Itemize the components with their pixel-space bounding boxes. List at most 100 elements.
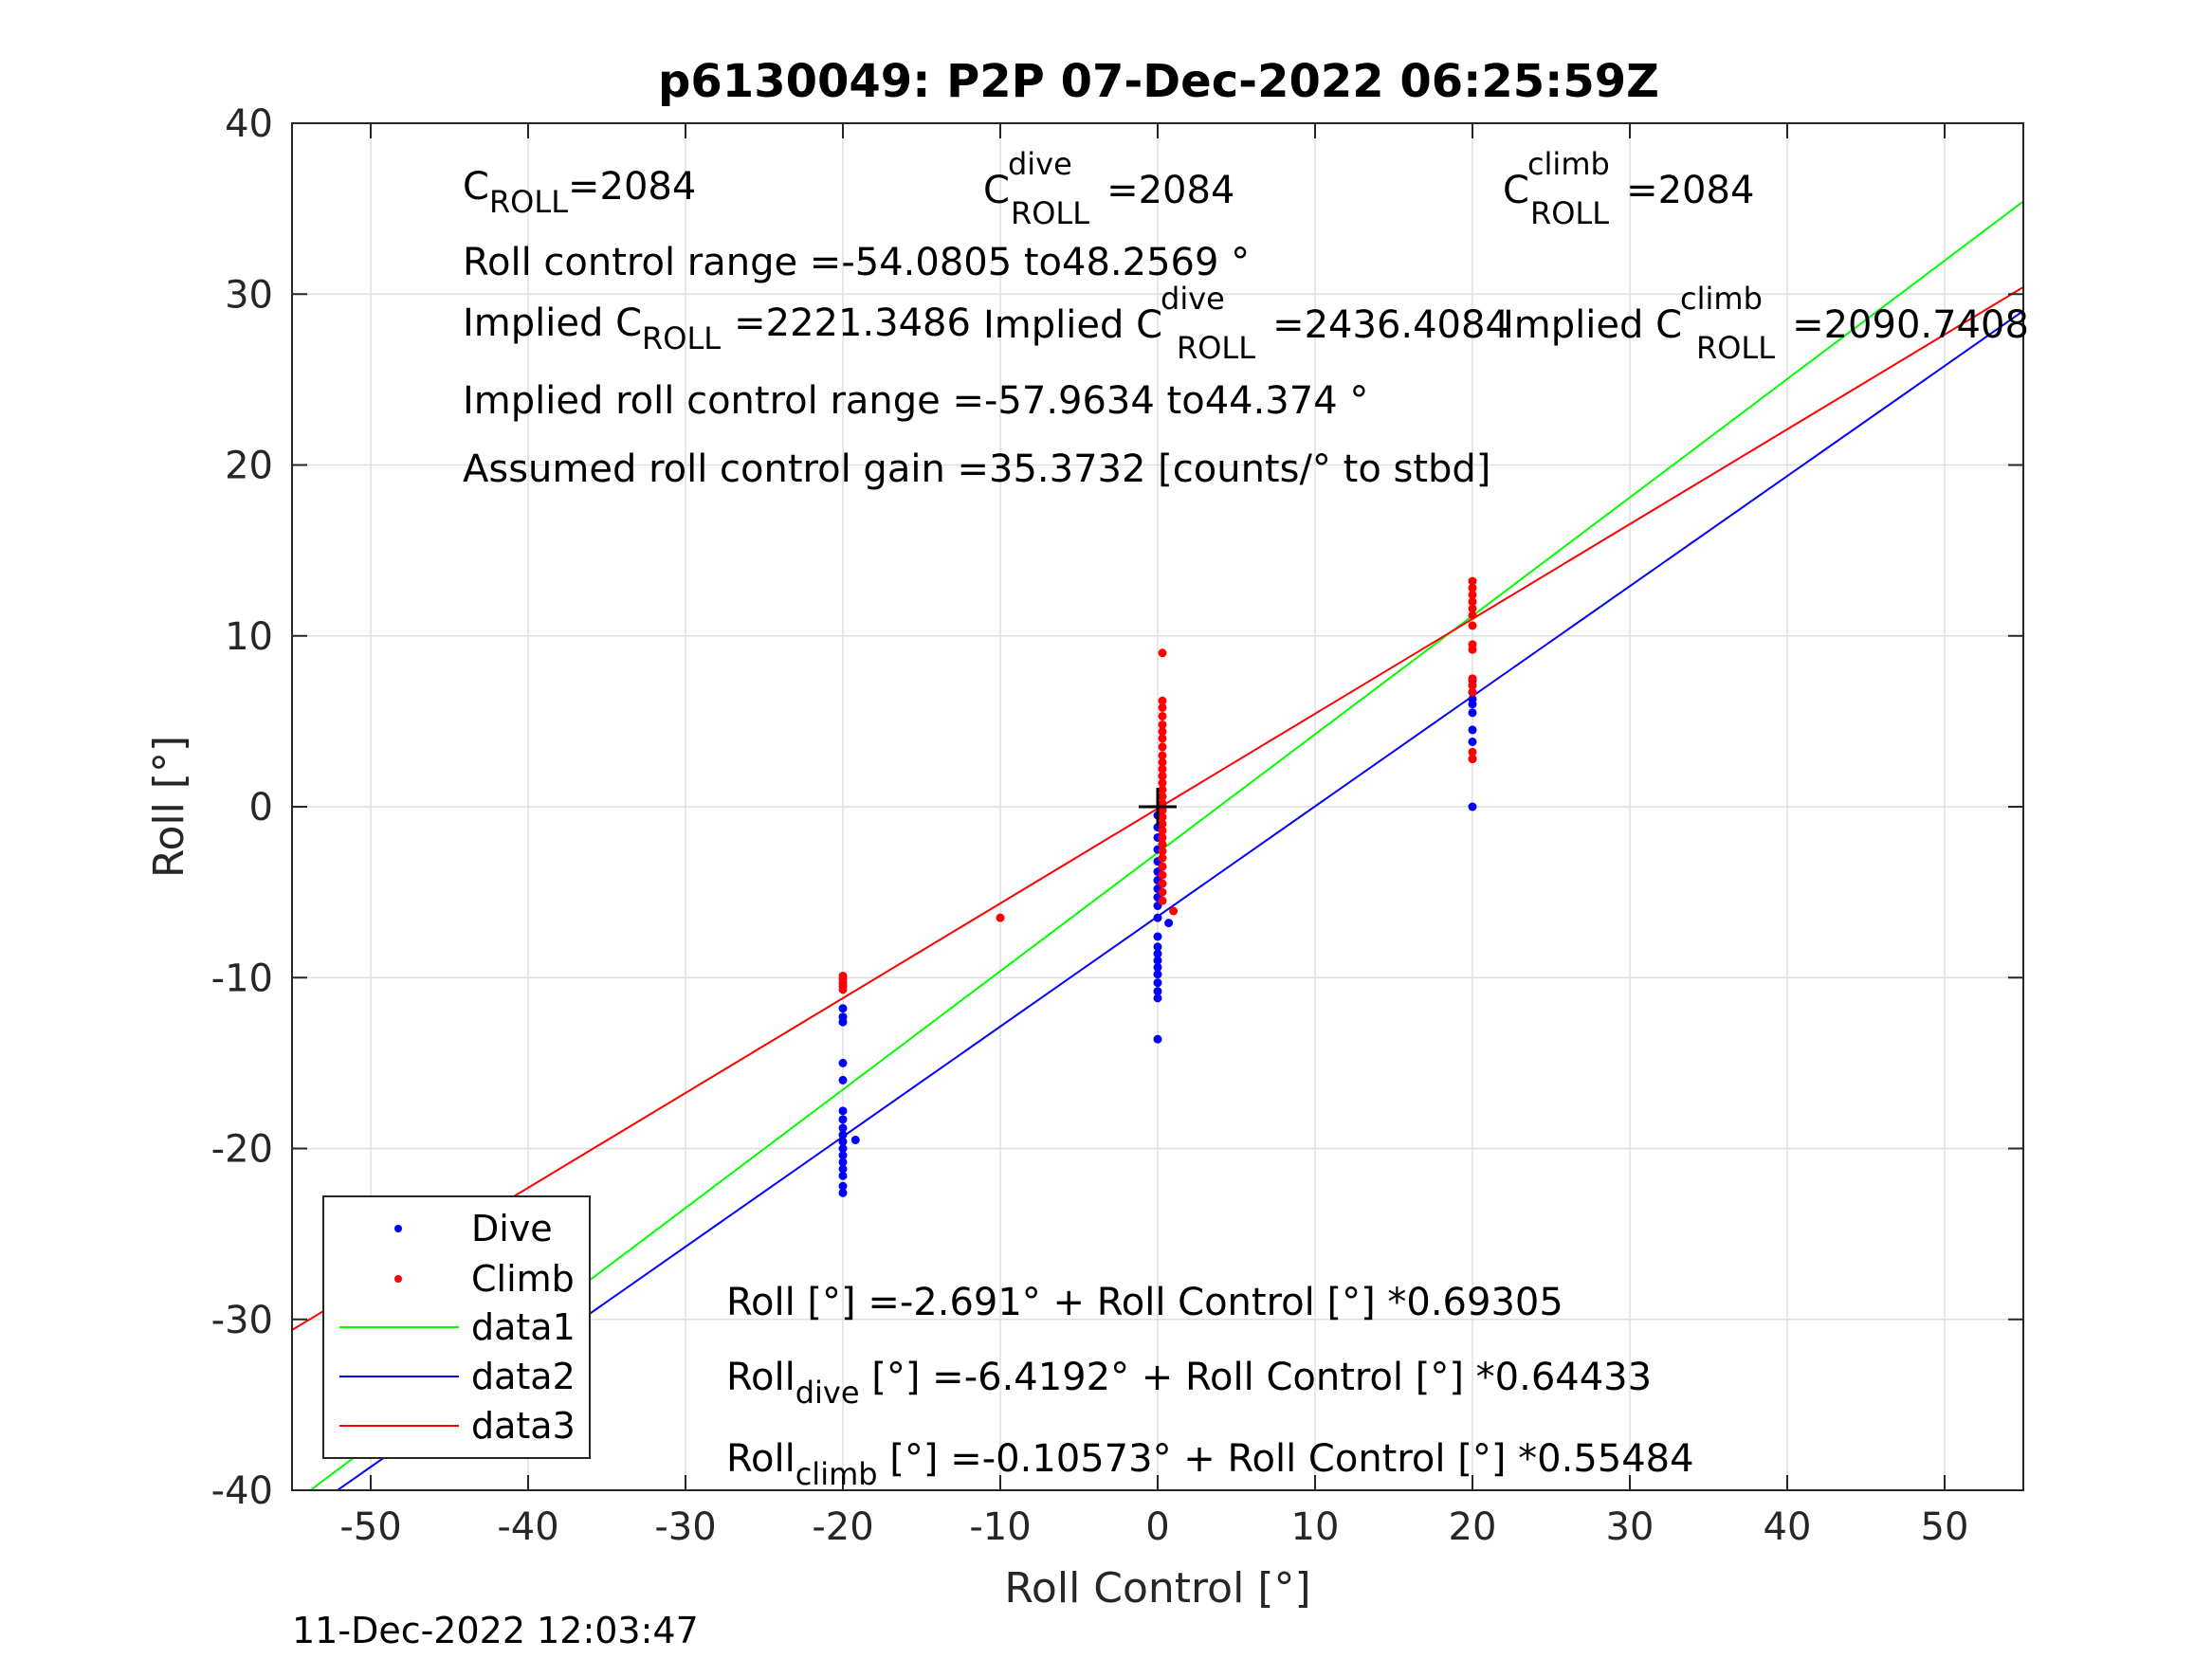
dive-point	[1153, 956, 1162, 965]
annotation-c-roll-dive: Cdive ROLL=2084	[983, 146, 1234, 231]
legend-dive-marker	[394, 1225, 402, 1232]
y-tick-labels: -40 -30 -20 -10 0 10 20 30 40	[211, 102, 273, 1513]
x-tick-label: -10	[969, 1505, 1031, 1549]
climb-point	[1468, 687, 1477, 697]
x-tick-label: 10	[1291, 1505, 1340, 1549]
ticks	[292, 122, 2023, 1491]
y-tick-label: -20	[211, 1128, 273, 1172]
x-tick-label: -40	[497, 1505, 558, 1549]
climb-point	[1158, 702, 1167, 712]
climb-point	[1158, 772, 1167, 781]
annotation-control-range: Roll control range =-54.0805 to48.2569 °	[463, 241, 1250, 284]
climb-point	[1468, 597, 1477, 607]
climb-point	[1158, 840, 1167, 849]
dive-point	[850, 1135, 860, 1144]
dive-point	[838, 1130, 848, 1139]
climb-point	[1158, 826, 1167, 835]
dive-point	[838, 1004, 848, 1013]
climb-point	[1158, 847, 1167, 856]
dive-point	[1153, 913, 1162, 922]
dive-point	[838, 1017, 848, 1027]
dive-point	[838, 1115, 848, 1124]
climb-point	[1158, 720, 1167, 729]
legend-data1-label: data1	[471, 1306, 576, 1348]
climb-point	[1468, 590, 1477, 599]
x-tick-label: 20	[1449, 1505, 1497, 1549]
dive-point	[1153, 942, 1162, 952]
dive-point	[838, 1164, 848, 1174]
dive-point	[1153, 987, 1162, 996]
climb-point	[1158, 862, 1167, 871]
climb-point	[1158, 778, 1167, 788]
climb-point	[1158, 896, 1167, 905]
x-axis-label: Roll Control [°]	[1004, 1564, 1310, 1613]
dive-point	[1153, 970, 1162, 979]
legend: Dive Climb data1 data2 data3	[322, 1195, 591, 1459]
climb-point	[1158, 648, 1167, 658]
climb-point	[1468, 611, 1477, 620]
climb-point	[1468, 674, 1477, 684]
x-tick-label: -50	[339, 1505, 401, 1549]
origin-marker-group	[1139, 788, 1177, 826]
climb-point	[1468, 747, 1477, 757]
dive-point	[1153, 994, 1162, 1003]
dive-point	[838, 1171, 848, 1180]
timestamp: 11-Dec-2022 12:03:47	[292, 1610, 699, 1651]
annotation-implied-c-roll-climb: Implied Cclimb ROLL=2090.7408	[1503, 281, 2029, 366]
climb-point	[1468, 645, 1477, 654]
x-tick-label: 50	[1921, 1505, 1969, 1549]
dive-point	[1153, 978, 1162, 988]
y-tick-label: 40	[225, 102, 273, 146]
climb-point	[1158, 792, 1167, 801]
x-tick-label: -20	[812, 1505, 873, 1549]
climb-point	[1158, 832, 1167, 842]
climb-point	[1158, 853, 1167, 863]
climb-point	[1158, 751, 1167, 760]
y-tick-label: -40	[211, 1469, 273, 1513]
coefficient-annotations: CROLL=2084 Cdive ROLL=2084 Cclimb ROLL=208…	[463, 146, 2029, 491]
dive-point	[1468, 725, 1477, 735]
legend-data2-label: data2	[471, 1356, 576, 1397]
dive-point	[1153, 1034, 1162, 1044]
dive-point	[1468, 738, 1477, 747]
climb-point	[1468, 681, 1477, 690]
y-tick-label: -10	[211, 957, 273, 1000]
equation-fit-climb: Rollclimb [°] =-0.10573° + Roll Control …	[726, 1437, 1694, 1492]
annotation-implied-c-roll: Implied CROLL =2221.3486	[463, 301, 971, 356]
data-points	[838, 576, 1477, 1197]
dive-point	[1153, 932, 1162, 941]
dive-point	[838, 1075, 848, 1085]
y-tick-label: 30	[225, 273, 273, 317]
x-tick-label: 40	[1764, 1505, 1812, 1549]
climb-point	[1158, 819, 1167, 829]
climb-point	[1169, 906, 1179, 916]
y-tick-label: 20	[225, 445, 273, 488]
dive-point	[838, 1158, 848, 1167]
climb-point	[996, 913, 1005, 922]
annotation-c-roll: CROLL=2084	[463, 165, 696, 220]
climb-point	[1158, 879, 1167, 888]
x-tick-label: 30	[1606, 1505, 1654, 1549]
climb-point	[1158, 887, 1167, 897]
x-tick-label: -30	[654, 1505, 716, 1549]
dive-point	[838, 1137, 848, 1146]
climb-point	[1158, 711, 1167, 720]
climb-point	[838, 985, 848, 994]
dive-point	[838, 1151, 848, 1160]
equation-fit-all: Roll [°] =-2.691° + Roll Control [°] *0.…	[726, 1281, 1563, 1324]
climb-point	[1468, 755, 1477, 764]
climb-point	[1158, 757, 1167, 767]
climb-point	[1158, 785, 1167, 794]
dive-point	[838, 1123, 848, 1133]
legend-climb-marker	[394, 1275, 402, 1283]
annotation-gain: Assumed roll control gain =35.3732 [coun…	[463, 447, 1490, 491]
y-tick-label: 10	[225, 615, 273, 659]
climb-point	[1468, 576, 1477, 586]
dive-point	[1153, 962, 1162, 972]
y-axis-label: Roll [°]	[145, 736, 193, 878]
annotation-implied-c-roll-dive: Implied Cdive ROLL=2436.4084	[983, 281, 1509, 366]
dive-point	[1468, 694, 1477, 703]
dive-point	[1164, 919, 1174, 928]
annotation-c-roll-climb: Cclimb ROLL=2084	[1503, 146, 1754, 231]
